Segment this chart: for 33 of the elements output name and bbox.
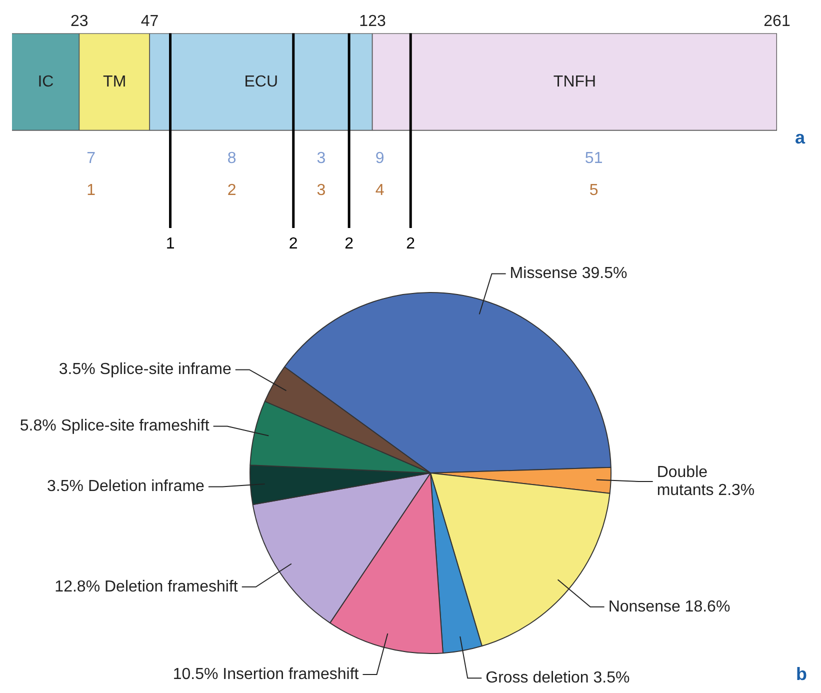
slice-label: 3.5% Deletion inframe bbox=[47, 478, 205, 496]
slice-label: 5.8% Splice-site frameshift bbox=[20, 418, 210, 435]
text: 1 bbox=[166, 235, 175, 252]
text: 2 bbox=[406, 235, 416, 252]
text: 1 bbox=[86, 182, 96, 200]
text: 3 bbox=[316, 150, 326, 168]
slice-label: 3.5% Splice-site inframe bbox=[58, 361, 232, 378]
slice-label: Gross deletion 3.5% bbox=[486, 670, 630, 687]
text: 4 bbox=[375, 182, 384, 200]
slice-label: Nonsense 18.6% bbox=[608, 598, 730, 616]
text: b bbox=[796, 664, 807, 684]
x-tick-label: 261 bbox=[764, 13, 790, 30]
text: 5 bbox=[589, 182, 598, 200]
slice-label: Double mutants 2.3% bbox=[656, 464, 755, 499]
text: a bbox=[795, 128, 806, 148]
x-tick-label: 47 bbox=[140, 13, 159, 30]
x-tick-label: 123 bbox=[359, 13, 386, 30]
text: 3 bbox=[316, 182, 326, 200]
slice-label: 10.5% Insertion frameshift bbox=[172, 666, 360, 683]
text: 2 bbox=[227, 182, 236, 200]
slice-label: 12.8% Deletion frameshift bbox=[54, 578, 238, 596]
series-label: ECU bbox=[244, 73, 278, 90]
text: 51 bbox=[584, 150, 603, 168]
series-label: IC bbox=[38, 73, 54, 90]
text: 9 bbox=[375, 150, 384, 168]
text: 7 bbox=[86, 150, 96, 168]
series-label: TM bbox=[103, 73, 126, 90]
text: 2 bbox=[288, 235, 298, 252]
text: 2 bbox=[344, 235, 354, 252]
text: 8 bbox=[227, 150, 236, 168]
slice-label: Missense 39.5% bbox=[510, 265, 628, 282]
x-tick-label: 23 bbox=[70, 13, 88, 30]
series-label: TNFH bbox=[553, 73, 596, 90]
